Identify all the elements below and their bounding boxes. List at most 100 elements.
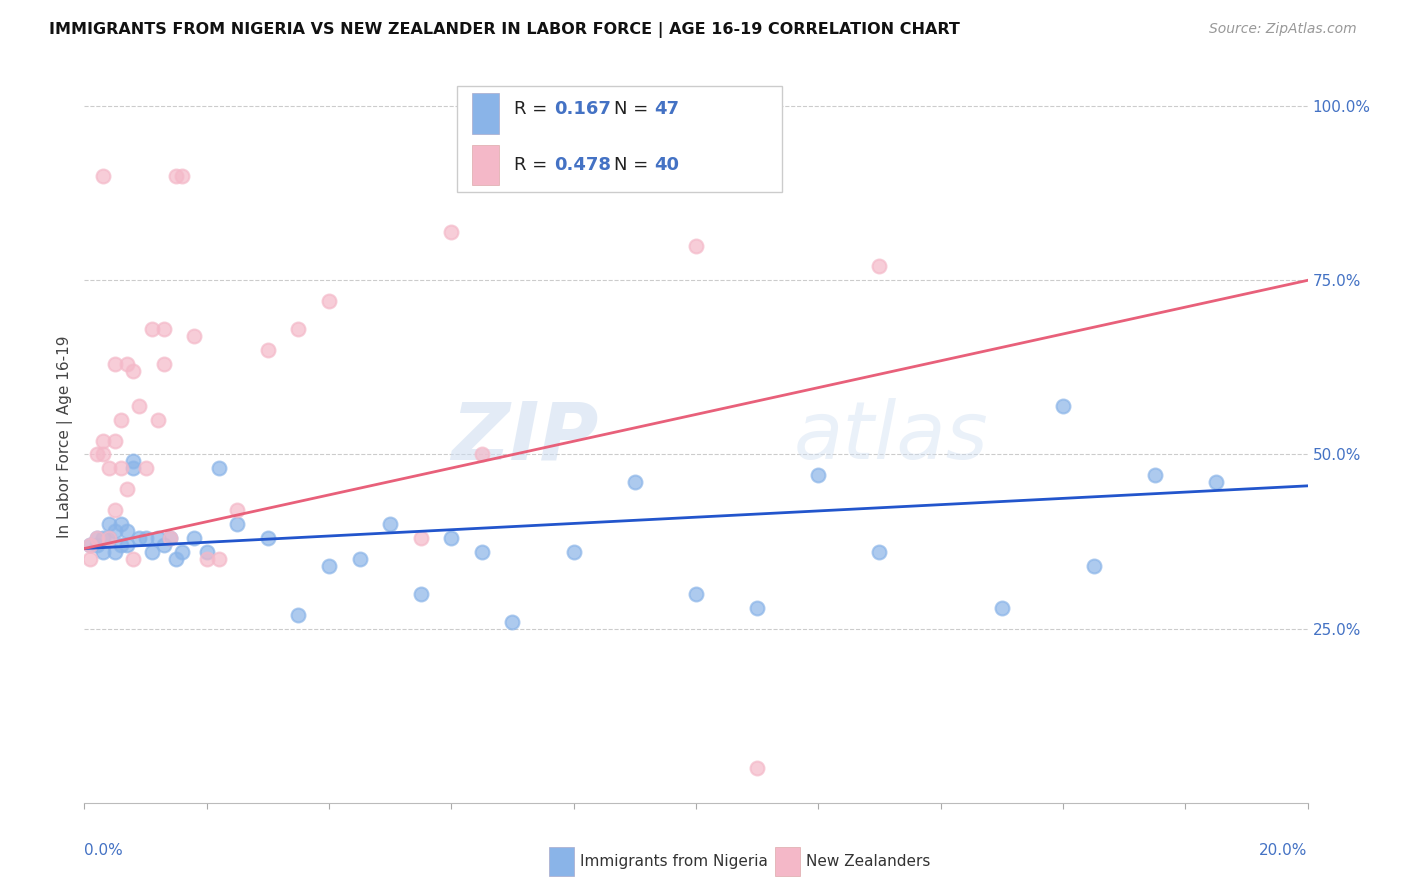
Text: Immigrants from Nigeria: Immigrants from Nigeria [579,854,768,869]
Point [172,545,194,559]
Point [172,169,194,183]
Point [115,357,138,371]
Point [195,552,218,566]
Point [349,552,371,566]
Point [409,587,432,601]
Point [624,475,647,490]
Point [86,448,108,462]
Point [747,600,769,615]
Point [86,538,108,552]
Point [1205,475,1227,490]
Point [86,531,108,545]
Bar [472,145,499,185]
Point [110,461,132,475]
Text: New Zealanders: New Zealanders [806,854,931,869]
Point [991,600,1014,615]
Point [1052,399,1074,413]
Text: 0.478: 0.478 [554,156,612,174]
Point [183,329,205,343]
Text: Source: ZipAtlas.com: Source: ZipAtlas.com [1209,22,1357,37]
Point [122,552,145,566]
Point [165,552,187,566]
Text: 47: 47 [654,101,679,119]
Point [128,399,150,413]
Point [1143,468,1166,483]
Point [104,434,127,448]
Point [146,412,169,426]
Point [110,538,132,552]
Point [122,364,145,378]
Point [91,531,114,545]
Point [91,545,114,559]
Point [110,412,132,426]
Text: R =: R = [513,156,553,174]
Point [122,461,145,475]
Point [226,517,249,532]
Text: R =: R = [513,101,553,119]
Point [226,503,249,517]
Point [104,545,127,559]
Point [122,454,145,468]
Point [685,587,707,601]
FancyBboxPatch shape [457,86,782,192]
Point [208,552,231,566]
Point [471,448,494,462]
Point [141,545,163,559]
Point [79,538,101,552]
Text: ZIP: ZIP [451,398,598,476]
Point [135,531,157,545]
Point [183,531,205,545]
Bar [550,847,574,876]
Text: N =: N = [614,101,654,119]
Point [318,558,340,573]
Point [79,538,101,552]
Text: 20.0%: 20.0% [1260,843,1308,858]
Point [440,225,463,239]
Point [146,531,169,545]
Point [128,531,150,545]
Point [97,531,120,545]
Point [1083,558,1105,573]
Point [141,322,163,336]
Point [287,322,309,336]
Point [115,483,138,497]
Y-axis label: In Labor Force | Age 16-19: In Labor Force | Age 16-19 [58,335,73,539]
Point [869,260,891,274]
Text: atlas: atlas [794,398,988,476]
Point [318,294,340,309]
Point [104,357,127,371]
Point [104,524,127,538]
Point [208,461,231,475]
Point [91,434,114,448]
Point [97,461,120,475]
Point [869,545,891,559]
Point [97,517,120,532]
Bar [776,847,800,876]
Point [502,615,524,629]
Text: 0.0%: 0.0% [84,843,124,858]
Point [135,461,157,475]
Point [91,448,114,462]
Point [165,169,187,183]
Text: N =: N = [614,156,654,174]
Point [91,169,114,183]
Point [195,545,218,559]
Point [110,517,132,532]
Point [153,538,176,552]
Point [159,531,181,545]
Text: 40: 40 [654,156,679,174]
Point [380,517,402,532]
Point [287,607,309,622]
Point [257,343,280,357]
Point [257,531,280,545]
Point [471,545,494,559]
Point [409,531,432,545]
Point [440,531,463,545]
Point [807,468,830,483]
Point [153,322,176,336]
Point [104,503,127,517]
Point [86,531,108,545]
Point [115,524,138,538]
Text: IMMIGRANTS FROM NIGERIA VS NEW ZEALANDER IN LABOR FORCE | AGE 16-19 CORRELATION : IMMIGRANTS FROM NIGERIA VS NEW ZEALANDER… [49,22,960,38]
Point [159,531,181,545]
